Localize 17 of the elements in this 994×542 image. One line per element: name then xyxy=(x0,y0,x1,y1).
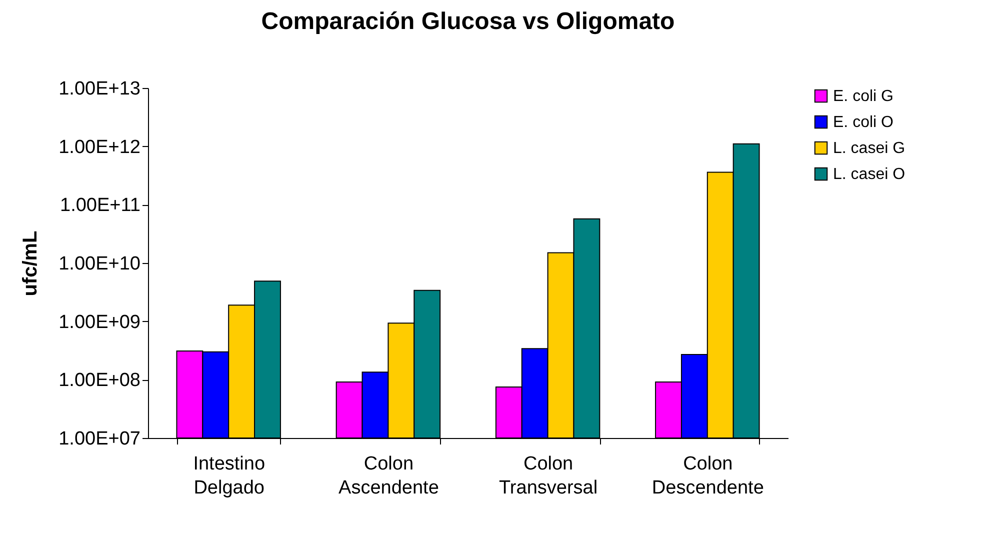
y-tick-label: 1.00E+12 xyxy=(58,136,140,158)
y-tick-label: 1.00E+07 xyxy=(58,428,140,450)
y-tick-label: 1.00E+09 xyxy=(58,312,140,333)
x-tick-label: Intestino Delgado xyxy=(193,454,266,498)
legend-label: E. coli G xyxy=(833,88,894,105)
x-tick-label: Colon Transversal xyxy=(499,454,598,498)
legend-label: E. coli O xyxy=(833,114,894,131)
x-tick-label: Colon Ascendente xyxy=(338,454,439,498)
chart-title: Comparación Glucosa vs Oligomato xyxy=(261,8,675,35)
legend-label: L. casei O xyxy=(833,166,906,183)
y-tick-label: 1.00E+10 xyxy=(58,254,140,274)
y-tick-label: 1.00E+08 xyxy=(58,370,140,392)
y-axis-title: ufc/mL xyxy=(20,230,42,296)
x-tick-label: Colon Descendente xyxy=(652,454,764,498)
y-tick-label: 1.00E+11 xyxy=(60,195,140,216)
y-tick-label: 1.00E+13 xyxy=(58,78,140,100)
legend-label: L. casei G xyxy=(833,140,906,157)
